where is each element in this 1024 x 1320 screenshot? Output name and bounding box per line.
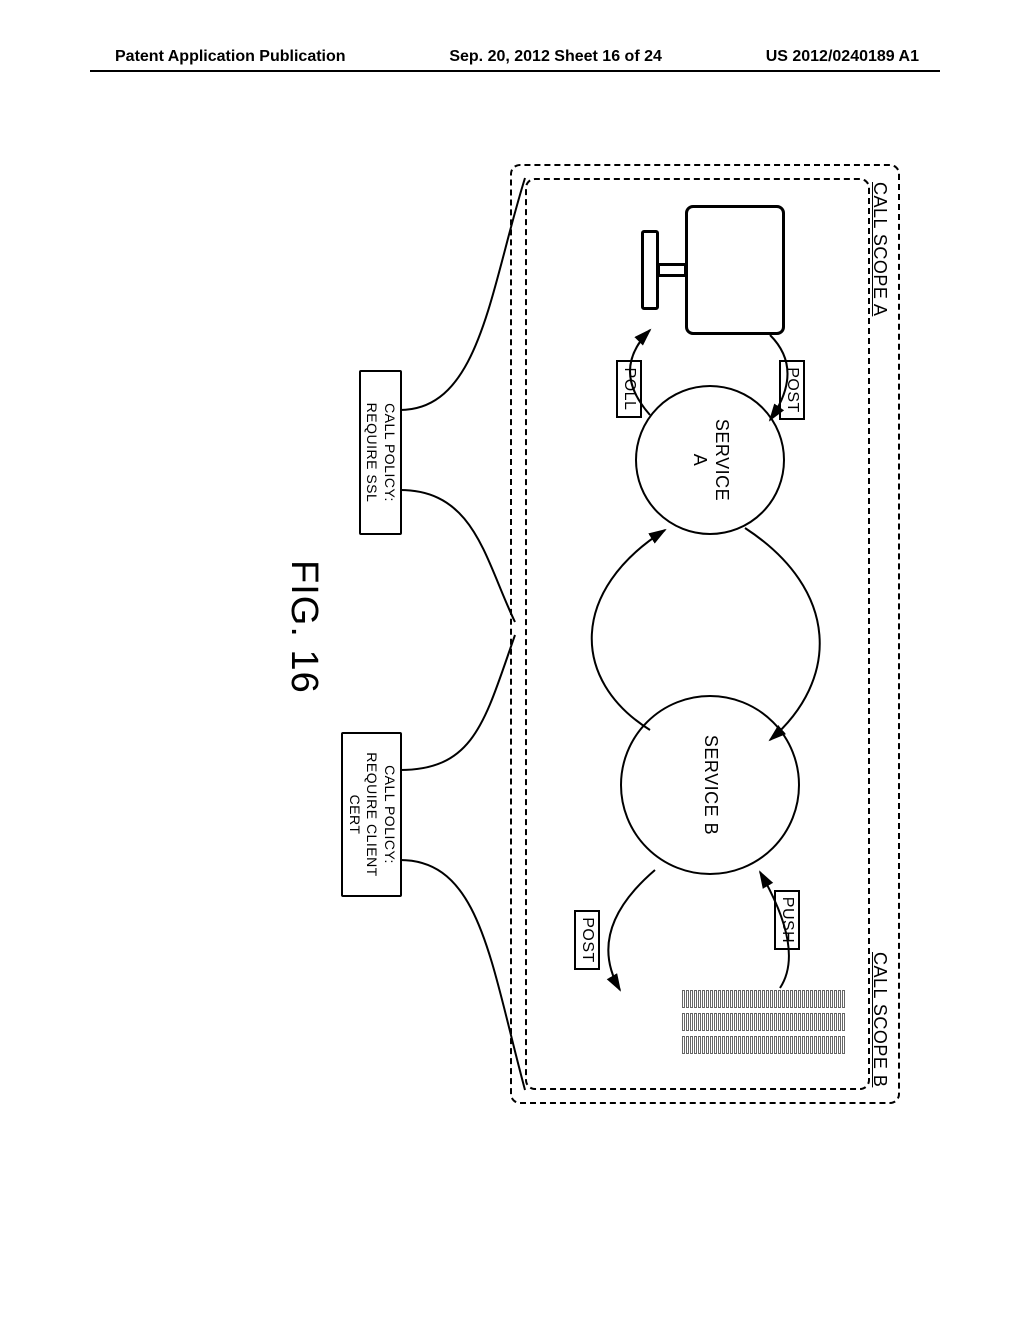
callout-b-line1: CALL POLICY: <box>381 738 399 891</box>
callout-a-line2: REQUIRE SSL <box>363 376 381 529</box>
figure-label: FIG. 16 <box>282 560 325 694</box>
poll-a-label: POLL <box>616 360 642 418</box>
header-mid: Sep. 20, 2012 Sheet 16 of 24 <box>449 48 662 66</box>
service-b-node: SERVICE B <box>620 695 800 875</box>
callout-b-line2: REQUIRE CLIENT CERT <box>346 738 381 891</box>
post-b-label: POST <box>574 910 600 970</box>
server-rack-icon <box>682 990 845 1054</box>
header-left: Patent Application Publication <box>115 48 346 66</box>
callout-a-line1: CALL POLICY: <box>381 376 399 529</box>
push-b-label: PUSH <box>774 890 800 950</box>
figure-16-diagram: CALL SCOPE A CALL SCOPE B POST POLL SERV… <box>150 160 900 1110</box>
header-right: US 2012/0240189 A1 <box>766 48 919 66</box>
page-header: Patent Application Publication Sep. 20, … <box>0 48 1024 66</box>
client-computer-icon <box>641 205 785 335</box>
call-scope-b-label: CALL SCOPE B <box>869 952 890 1087</box>
header-rule <box>90 70 940 72</box>
service-a-node: SERVICE A <box>635 385 785 535</box>
post-a-label: POST <box>779 360 805 420</box>
call-scope-a-label: CALL SCOPE A <box>869 182 890 316</box>
